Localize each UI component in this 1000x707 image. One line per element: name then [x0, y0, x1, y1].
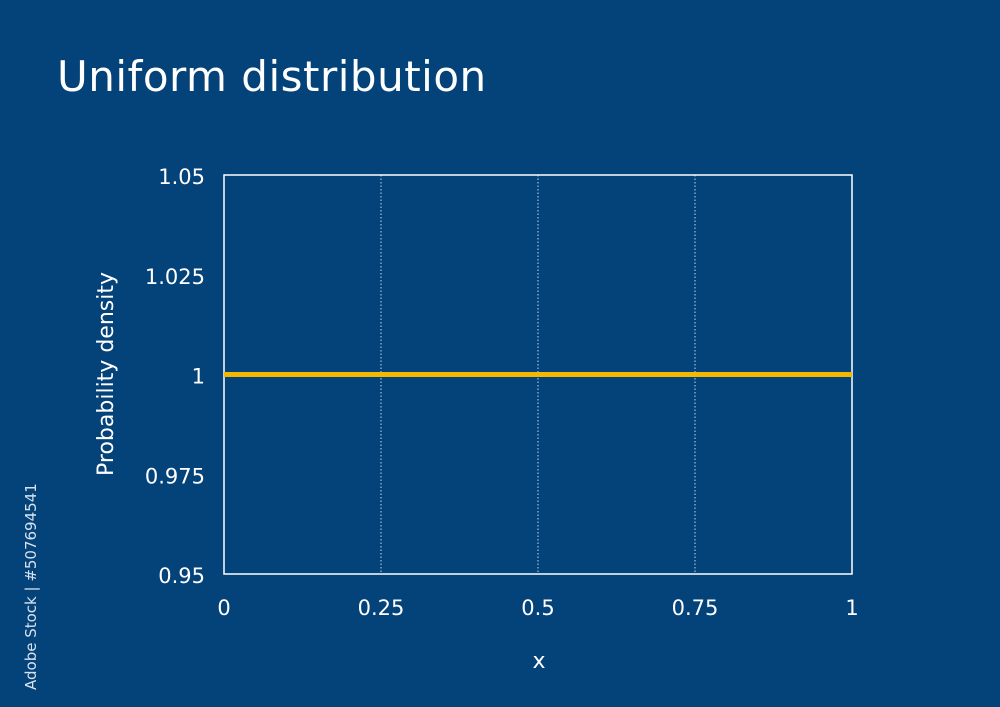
y-tick-label: 0.975	[145, 464, 205, 488]
stock-id-watermark: Adobe Stock | #507694541	[22, 483, 40, 690]
chart-title: Uniform distribution	[57, 52, 487, 101]
y-tick-label: 1.05	[158, 165, 205, 189]
x-tick-label: 0	[217, 596, 230, 620]
y-tick-label: 0.95	[158, 564, 205, 588]
x-tick-label: 0.75	[672, 596, 719, 620]
x-axis-label: x	[532, 649, 545, 674]
y-tick-label: 1	[192, 365, 205, 389]
x-tick-label: 1	[845, 596, 858, 620]
y-tick-label: 1.025	[145, 265, 205, 289]
x-tick-label: 0.25	[358, 596, 405, 620]
y-axis-label: Probability density	[94, 272, 119, 476]
x-tick-label: 0.5	[521, 596, 554, 620]
